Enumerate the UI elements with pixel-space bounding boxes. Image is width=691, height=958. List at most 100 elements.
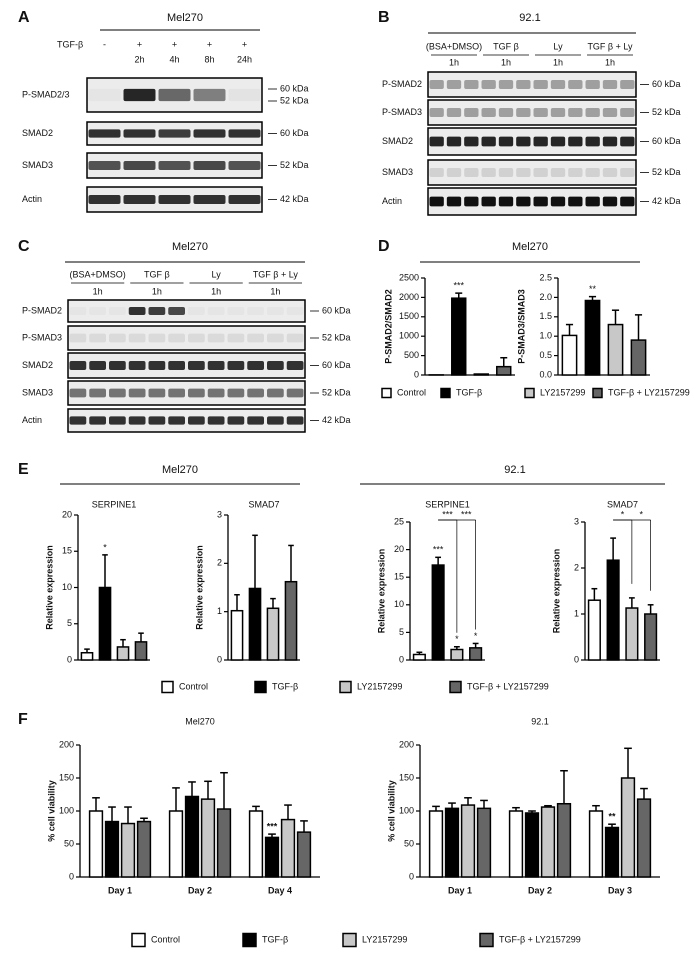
bar — [184, 795, 200, 878]
significance: * — [639, 509, 643, 519]
treatment: + — [242, 39, 247, 49]
time-point: 1h — [553, 57, 563, 67]
blot-band — [585, 196, 600, 207]
bar — [625, 607, 639, 661]
blot-band — [429, 80, 444, 89]
treatment-group: TGF β — [144, 269, 170, 279]
bar — [296, 831, 312, 878]
panel-title: 92.1 — [504, 464, 525, 476]
blot-band — [228, 161, 261, 170]
blot-band — [533, 168, 548, 177]
time-point: 24h — [237, 54, 252, 64]
panel-label: B — [378, 9, 390, 26]
bar — [280, 818, 296, 878]
y-tick-label: 20 — [394, 544, 404, 554]
legend-label: Control — [397, 387, 426, 397]
blot-band — [158, 129, 191, 138]
blot-band — [123, 88, 156, 102]
blot-band — [446, 80, 462, 89]
row-label: P-SMAD2 — [22, 305, 62, 315]
y-axis-label: % cell viability — [386, 780, 396, 842]
blot-band — [148, 361, 166, 370]
blot-band — [89, 333, 106, 343]
blot-band — [207, 388, 225, 398]
blot-band — [128, 388, 146, 398]
blot-strip — [427, 71, 637, 98]
panel-title: Mel270 — [162, 464, 198, 476]
blot-band — [193, 195, 226, 204]
time-point: 8h — [204, 54, 214, 64]
y-tick-label: 50 — [64, 838, 74, 848]
treatment-group: TGF β + Ly — [253, 269, 299, 279]
blot-band — [550, 136, 566, 147]
y-tick-label: 200 — [399, 739, 414, 749]
blot-band — [109, 416, 126, 425]
blot-band — [498, 168, 514, 177]
blot-band — [481, 80, 496, 89]
x-tick-label: Day 1 — [108, 885, 132, 895]
blot-title: Mel270 — [167, 12, 203, 24]
blot-band — [168, 307, 185, 315]
treatment-group: Ly — [212, 269, 222, 279]
bar — [587, 599, 601, 661]
time-point: 1h — [449, 57, 459, 67]
size-marker: 60 kDa — [280, 83, 309, 93]
bar — [431, 564, 445, 661]
bar — [476, 807, 492, 878]
size-marker: 60 kDa — [652, 136, 681, 146]
time-point: 1h — [93, 286, 103, 296]
blot-band — [446, 196, 462, 207]
y-tick-label: 0 — [414, 369, 419, 379]
blot-band — [128, 361, 146, 370]
bar — [607, 323, 624, 376]
blot-band — [89, 89, 121, 101]
x-tick-label: Day 3 — [608, 885, 632, 895]
blot-band — [550, 108, 566, 117]
y-tick-label: 2500 — [399, 272, 419, 282]
treatment: - — [103, 39, 106, 49]
bar — [248, 587, 262, 661]
blot-band — [158, 88, 191, 102]
y-tick-label: 200 — [59, 739, 74, 749]
blot-band — [533, 196, 548, 207]
row-label: Actin — [22, 194, 42, 204]
blot-band — [481, 136, 496, 147]
row-label: P-SMAD2/3 — [22, 89, 70, 99]
blot-band — [481, 168, 496, 177]
legend-swatch — [161, 680, 174, 694]
blot-band — [193, 88, 226, 102]
chart-title: 92.1 — [531, 716, 549, 726]
legend-label: TGF-β + LY2157299 — [608, 387, 690, 397]
blot-band — [188, 333, 205, 343]
legend-swatch — [449, 680, 462, 694]
blot-band — [464, 136, 479, 147]
legend-swatch — [440, 387, 451, 399]
blot-band — [533, 80, 548, 89]
blot-band — [620, 108, 635, 117]
blot-strip — [67, 325, 306, 351]
y-tick-label: 0 — [217, 654, 222, 664]
bar — [630, 339, 647, 376]
blot-strip — [67, 380, 306, 406]
significance: *** — [442, 509, 453, 519]
y-tick-label: 1.0 — [539, 331, 552, 341]
blot-band — [429, 196, 444, 207]
blot-band — [168, 388, 185, 398]
time-point: 1h — [211, 286, 221, 296]
blot-band — [207, 361, 225, 370]
size-marker: 60 kDa — [280, 128, 309, 138]
legend-label: TGF-β — [272, 681, 298, 691]
blot-band — [247, 416, 264, 425]
y-tick-label: 0 — [574, 654, 579, 664]
blot-band — [464, 108, 479, 117]
bar — [540, 806, 556, 878]
blot-band — [89, 307, 106, 315]
blot-band — [89, 361, 106, 370]
y-axis-label: Relative expression — [194, 545, 204, 630]
blot-band — [533, 108, 548, 117]
bar — [264, 836, 280, 878]
size-marker: 52 kDa — [652, 167, 681, 177]
y-tick-label: 1 — [217, 606, 222, 616]
bar — [561, 334, 578, 376]
